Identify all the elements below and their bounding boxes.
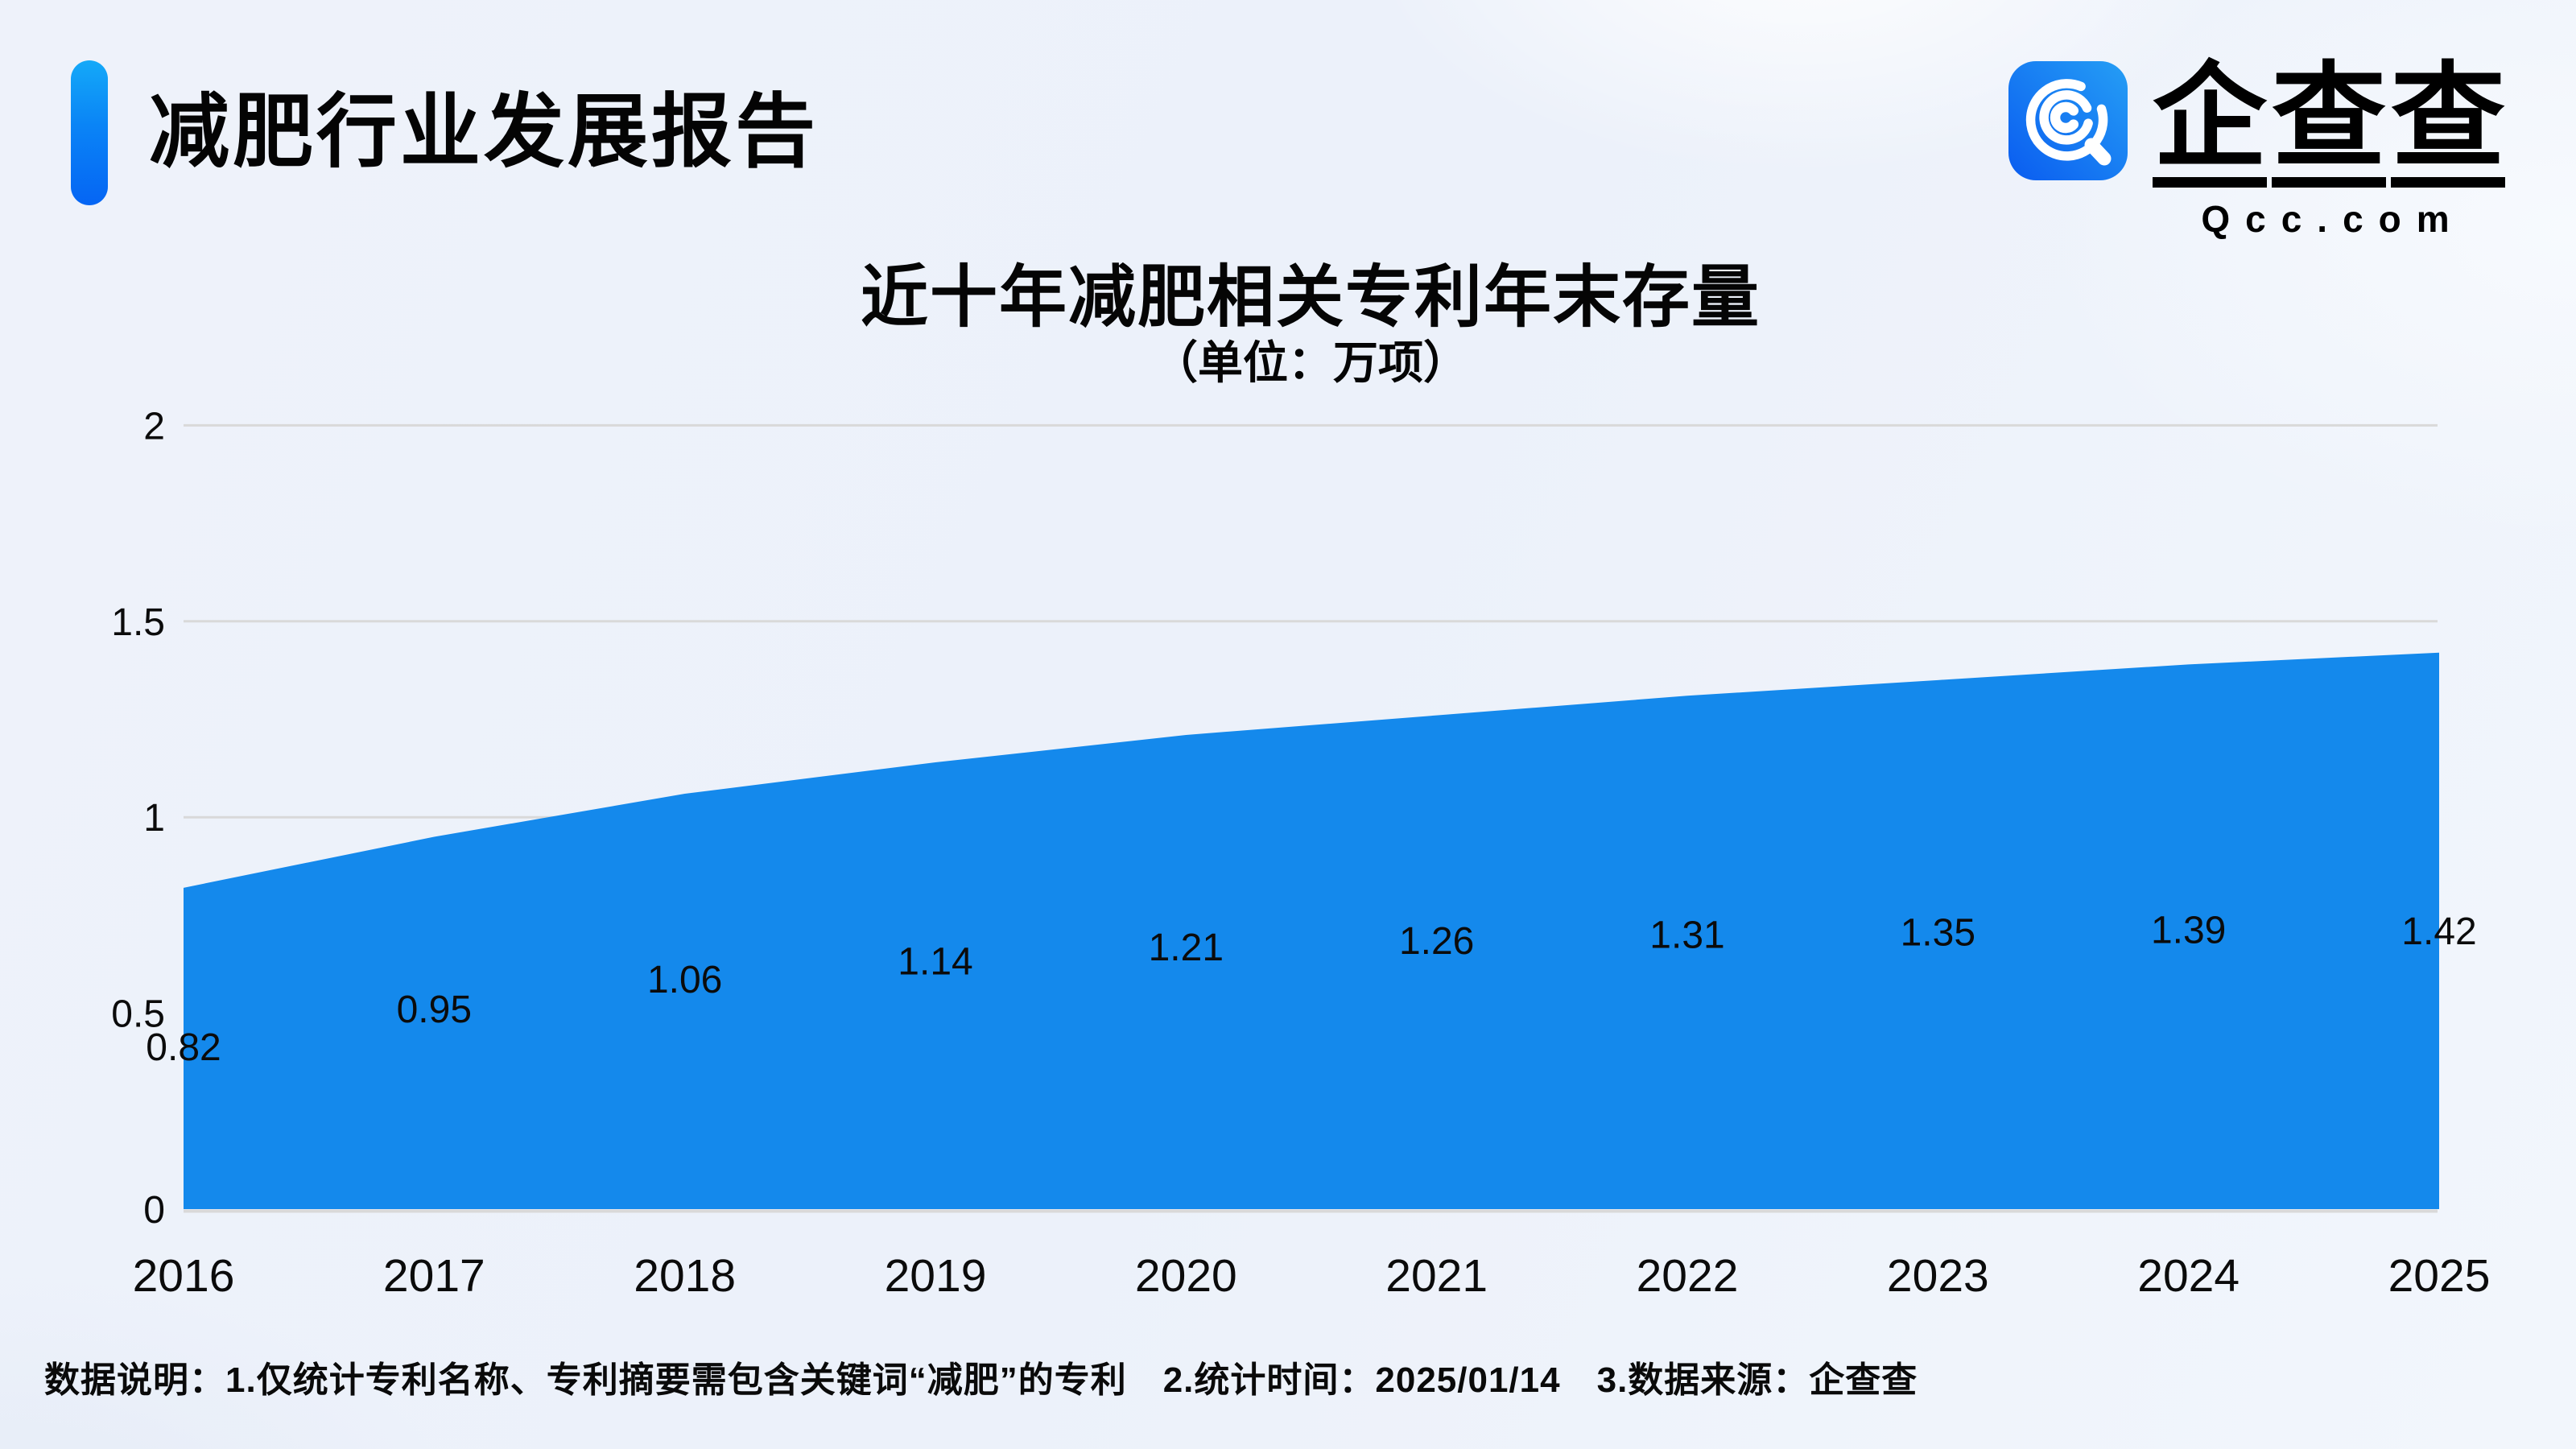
x-tick-label: 2019 [885, 1250, 987, 1302]
logo-char: 查 [2391, 60, 2505, 188]
qcc-magnifier-icon [2008, 61, 2128, 180]
y-tick-label: 1.5 [111, 601, 165, 644]
data-label: 1.35 [1901, 911, 1975, 954]
x-tick-label: 2024 [2137, 1250, 2240, 1302]
data-label: 1.42 [2401, 910, 2476, 953]
x-tick-label: 2017 [383, 1250, 485, 1302]
qcc-logo-domain: Qcc.com [2201, 198, 2465, 240]
data-label: 1.14 [898, 941, 972, 984]
x-tick-label: 2021 [1385, 1250, 1488, 1302]
logo-char: 查 [2272, 60, 2386, 188]
y-tick-label: 0.5 [111, 993, 165, 1036]
data-label: 1.21 [1149, 927, 1224, 969]
logo-char: 企 [2153, 60, 2267, 188]
title-accent-bar [71, 60, 108, 205]
qcc-logo-text: 企 查 查 Qcc.com [2150, 60, 2508, 241]
chart-unit-label: （单位：万项） [1153, 337, 1468, 388]
x-tick-label: 2022 [1637, 1250, 1739, 1302]
data-label: 0.82 [146, 1026, 221, 1069]
x-tick-label: 2025 [2388, 1250, 2491, 1302]
chart-title: 近十年减肥相关专利年末存量 [860, 259, 1761, 335]
x-tick-label: 2023 [1887, 1250, 1989, 1302]
qcc-logo: 企 查 查 Qcc.com [2008, 60, 2508, 241]
x-tick-label: 2016 [133, 1250, 235, 1302]
y-tick-label: 1 [143, 797, 165, 840]
data-note: 数据说明：1.仅统计专利名称、专利摘要需包含关键词“减肥”的专利 2.统计时间：… [44, 1360, 1918, 1400]
qcc-logo-name: 企 查 查 [2150, 60, 2508, 188]
x-tick-label: 2018 [634, 1250, 736, 1302]
data-label: 1.06 [647, 959, 722, 1001]
data-label: 1.26 [1399, 920, 1474, 963]
data-label: 1.39 [2151, 909, 2226, 952]
y-tick-label: 0 [143, 1189, 165, 1232]
x-tick-label: 2020 [1135, 1250, 1237, 1302]
report-title: 减肥行业发展报告 [149, 87, 819, 177]
data-label: 1.31 [1649, 914, 1724, 956]
data-label: 0.95 [397, 989, 472, 1031]
area-series [184, 652, 2439, 1209]
y-tick-label: 2 [143, 405, 165, 448]
